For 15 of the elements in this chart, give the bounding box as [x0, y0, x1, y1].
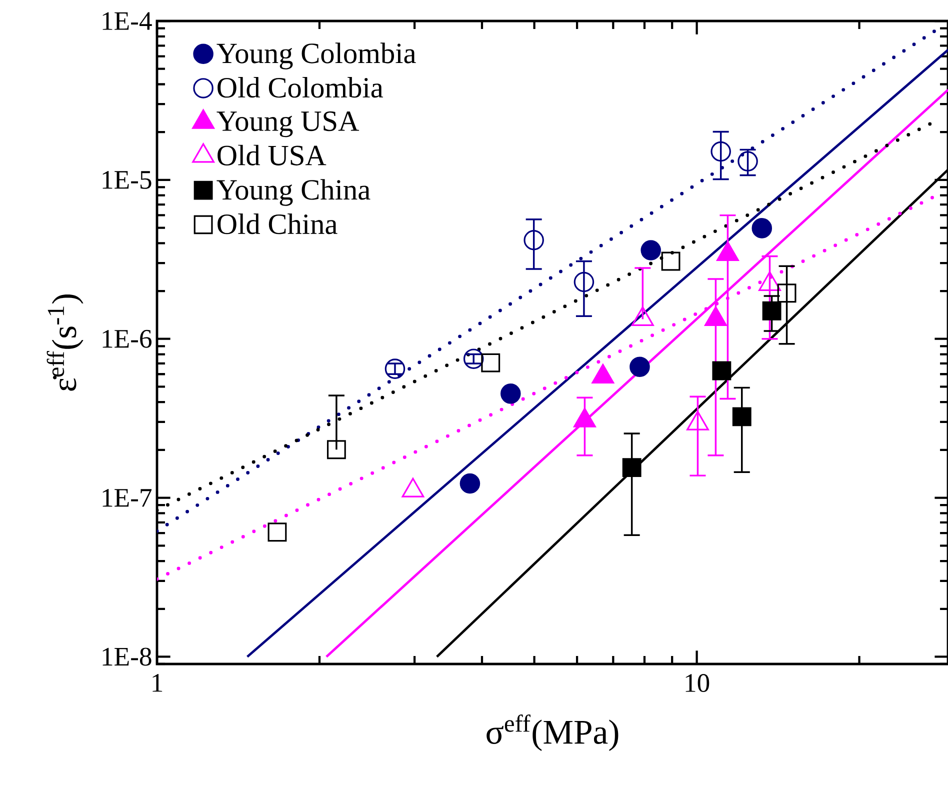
y-tick-label: 1E-7 — [102, 488, 152, 507]
x-tick-label: 10 — [686, 674, 710, 692]
legend-label: Young USA — [216, 111, 360, 138]
legend-label: Young Colombia — [216, 42, 416, 70]
x-axis-title: σ$^{eff}$(MPa) — [486, 714, 618, 752]
x-tick-label: 1 — [152, 674, 162, 692]
legend-label: Young China — [216, 179, 370, 206]
y-tick-label: 1E-6 — [102, 330, 152, 348]
legend-label: Old Colombia — [218, 77, 384, 98]
legend-label: Old China — [218, 214, 338, 234]
y-tick-label: 1E-8 — [102, 648, 152, 666]
y-tick-label: 1E-4 — [102, 12, 152, 30]
legend-label: Old USA — [218, 144, 326, 166]
y-axis-title: ε̇$^{eff}$(s$^{-1}$) — [46, 294, 84, 391]
y-tick-label: 1E-5 — [102, 171, 152, 189]
